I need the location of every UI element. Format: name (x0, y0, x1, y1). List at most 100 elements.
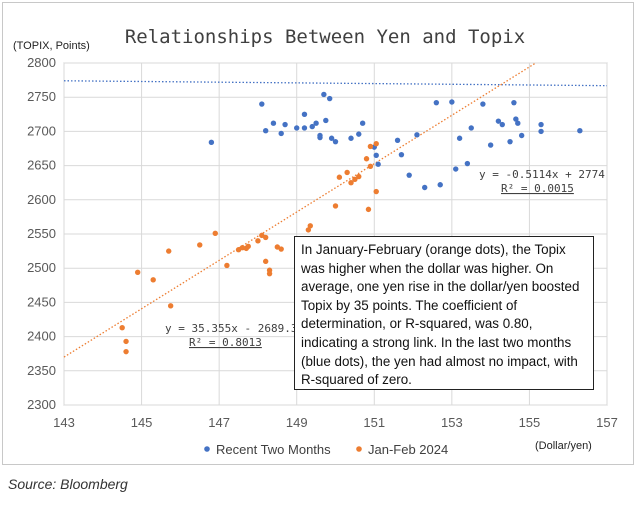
y-axis-label: (TOPIX, Points) (13, 40, 90, 52)
x-tick-label: 149 (286, 415, 308, 430)
point-recent (406, 172, 412, 178)
point-recent (394, 137, 401, 143)
y-tick-label: 2750 (27, 89, 56, 104)
point-janfeb (348, 180, 354, 186)
point-recent (373, 152, 379, 159)
point-janfeb (356, 173, 362, 180)
point-recent (348, 135, 354, 141)
legend-marker-recent (204, 446, 210, 452)
point-janfeb (197, 242, 203, 248)
point-janfeb (278, 246, 284, 252)
point-recent (577, 128, 583, 134)
legend: Recent Two Months Jan-Feb 2024 (204, 442, 448, 457)
point-janfeb (123, 338, 129, 345)
blue-trend-equation: y = -0.5114x + 2774 (479, 168, 605, 181)
point-recent (449, 99, 455, 105)
point-janfeb (245, 243, 251, 250)
x-tick-label: 153 (441, 415, 463, 430)
point-recent (538, 128, 544, 135)
point-recent (321, 91, 327, 98)
point-recent (208, 139, 215, 146)
point-recent (317, 132, 323, 139)
point-janfeb (307, 223, 313, 229)
y-tick-label: 2600 (27, 192, 56, 207)
orange-trend-equation: y = 35.355x - 2689.3 (165, 322, 297, 335)
scatter-chart: Relationships Between Yen and Topix (TOP… (13, 26, 618, 457)
point-recent (259, 101, 265, 107)
point-janfeb (150, 277, 156, 283)
x-tick-label: 145 (131, 415, 153, 430)
point-recent (301, 125, 308, 131)
point-recent (326, 95, 333, 102)
point-janfeb (344, 169, 350, 176)
blue-trend-r2: R² = 0.0015 (501, 182, 574, 195)
point-recent (332, 138, 339, 145)
annotation-box: In January-February (orange dots), the T… (294, 236, 594, 390)
trendlines (63, 62, 608, 358)
point-recent (507, 138, 513, 145)
point-janfeb (332, 203, 339, 209)
orange-trend-r2: R² = 0.8013 (189, 336, 262, 349)
point-recent (495, 118, 502, 124)
trendline-janfeb (63, 62, 537, 358)
point-janfeb (224, 262, 230, 269)
point-recent (433, 99, 440, 106)
x-tick-label: 155 (519, 415, 541, 430)
y-tick-label: 2300 (27, 397, 56, 412)
legend-marker-janfeb (356, 446, 362, 452)
point-janfeb (336, 174, 343, 180)
point-recent (422, 184, 428, 191)
point-recent (359, 120, 366, 126)
x-tick-label: 147 (208, 415, 230, 430)
point-recent (313, 120, 319, 126)
point-janfeb (367, 163, 374, 169)
point-janfeb (262, 258, 269, 265)
point-janfeb (305, 227, 312, 233)
point-recent (328, 135, 335, 141)
chart-figure: Relationships Between Yen and Topix (TOP… (2, 2, 634, 465)
point-janfeb (119, 325, 125, 331)
point-recent (453, 166, 459, 172)
x-tick-label: 157 (596, 415, 618, 430)
point-recent (301, 111, 308, 118)
point-janfeb (255, 238, 261, 244)
axis-ticks: 143 145 147 149 151 153 155 157 2300 2350 2400 2450… (27, 55, 618, 430)
point-janfeb (212, 230, 218, 237)
point-janfeb (167, 303, 174, 309)
point-recent (398, 151, 405, 158)
point-janfeb (352, 176, 358, 182)
point-recent (437, 182, 443, 188)
y-tick-label: 2400 (27, 329, 56, 344)
point-janfeb (373, 188, 379, 195)
x-axis-label: (Dollar/yen) (535, 440, 592, 452)
y-tick-label: 2650 (27, 158, 56, 173)
x-tick-label: 143 (53, 415, 75, 430)
y-tick-label: 2800 (27, 55, 56, 70)
point-recent (515, 120, 521, 126)
y-tick-label: 2450 (27, 294, 56, 309)
trendline-recent (63, 80, 608, 87)
point-janfeb (134, 269, 141, 276)
point-recent (309, 123, 315, 130)
point-recent (414, 132, 420, 138)
point-recent (538, 121, 544, 128)
legend-label-recent: Recent Two Months (216, 442, 331, 457)
point-janfeb (262, 234, 269, 241)
point-recent (294, 125, 300, 131)
point-recent (262, 128, 269, 134)
chart-title: Relationships Between Yen and Topix (125, 26, 525, 48)
point-recent (278, 130, 284, 137)
point-recent (499, 121, 505, 128)
point-recent (487, 142, 494, 148)
point-recent (518, 132, 525, 139)
y-tick-label: 2700 (27, 123, 56, 138)
point-recent (480, 101, 486, 107)
y-tick-label: 2550 (27, 226, 56, 241)
point-recent (456, 135, 463, 141)
point-recent (270, 120, 277, 126)
point-recent (323, 117, 329, 124)
point-janfeb (123, 348, 129, 355)
point-recent (282, 121, 288, 128)
point-recent (468, 125, 474, 131)
point-janfeb (365, 206, 372, 213)
